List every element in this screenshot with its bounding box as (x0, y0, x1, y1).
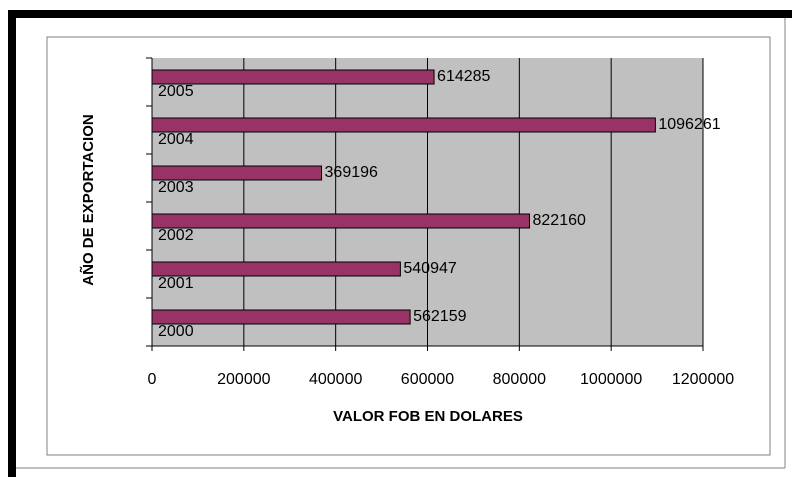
value-label: 1096261 (658, 116, 720, 133)
x-tick-label: 600000 (401, 371, 454, 388)
x-tick-label: 800000 (493, 371, 546, 388)
y-tick-label: 2004 (158, 131, 194, 148)
value-label: 822160 (533, 212, 586, 229)
value-label: 369196 (325, 164, 378, 181)
bar (151, 261, 401, 277)
y-tick-label: 2005 (158, 83, 194, 100)
bar (151, 165, 323, 181)
x-axis-title: VALOR FOB EN DOLARES (333, 408, 523, 425)
y-tick-label: 2003 (158, 179, 194, 196)
x-tick-label: 0 (148, 371, 157, 388)
x-tick-label: 200000 (217, 371, 270, 388)
y-tick-label: 2002 (158, 227, 194, 244)
y-tick-label: 2001 (158, 275, 194, 292)
y-tick-label: 2000 (158, 323, 194, 340)
bar (151, 309, 411, 325)
frame-left (8, 10, 16, 477)
x-tick-label: 1000000 (580, 371, 642, 388)
x-tick-label: 400000 (309, 371, 362, 388)
bar (151, 213, 531, 229)
frame-top (8, 10, 792, 18)
x-tick-label: 1200000 (672, 371, 734, 388)
bar (151, 69, 435, 85)
value-label: 614285 (437, 68, 490, 85)
value-label: 540947 (403, 260, 456, 277)
value-label: 562159 (413, 308, 466, 325)
bar (151, 117, 656, 133)
y-axis-title: AÑO DE EXPORTACION (79, 114, 97, 285)
